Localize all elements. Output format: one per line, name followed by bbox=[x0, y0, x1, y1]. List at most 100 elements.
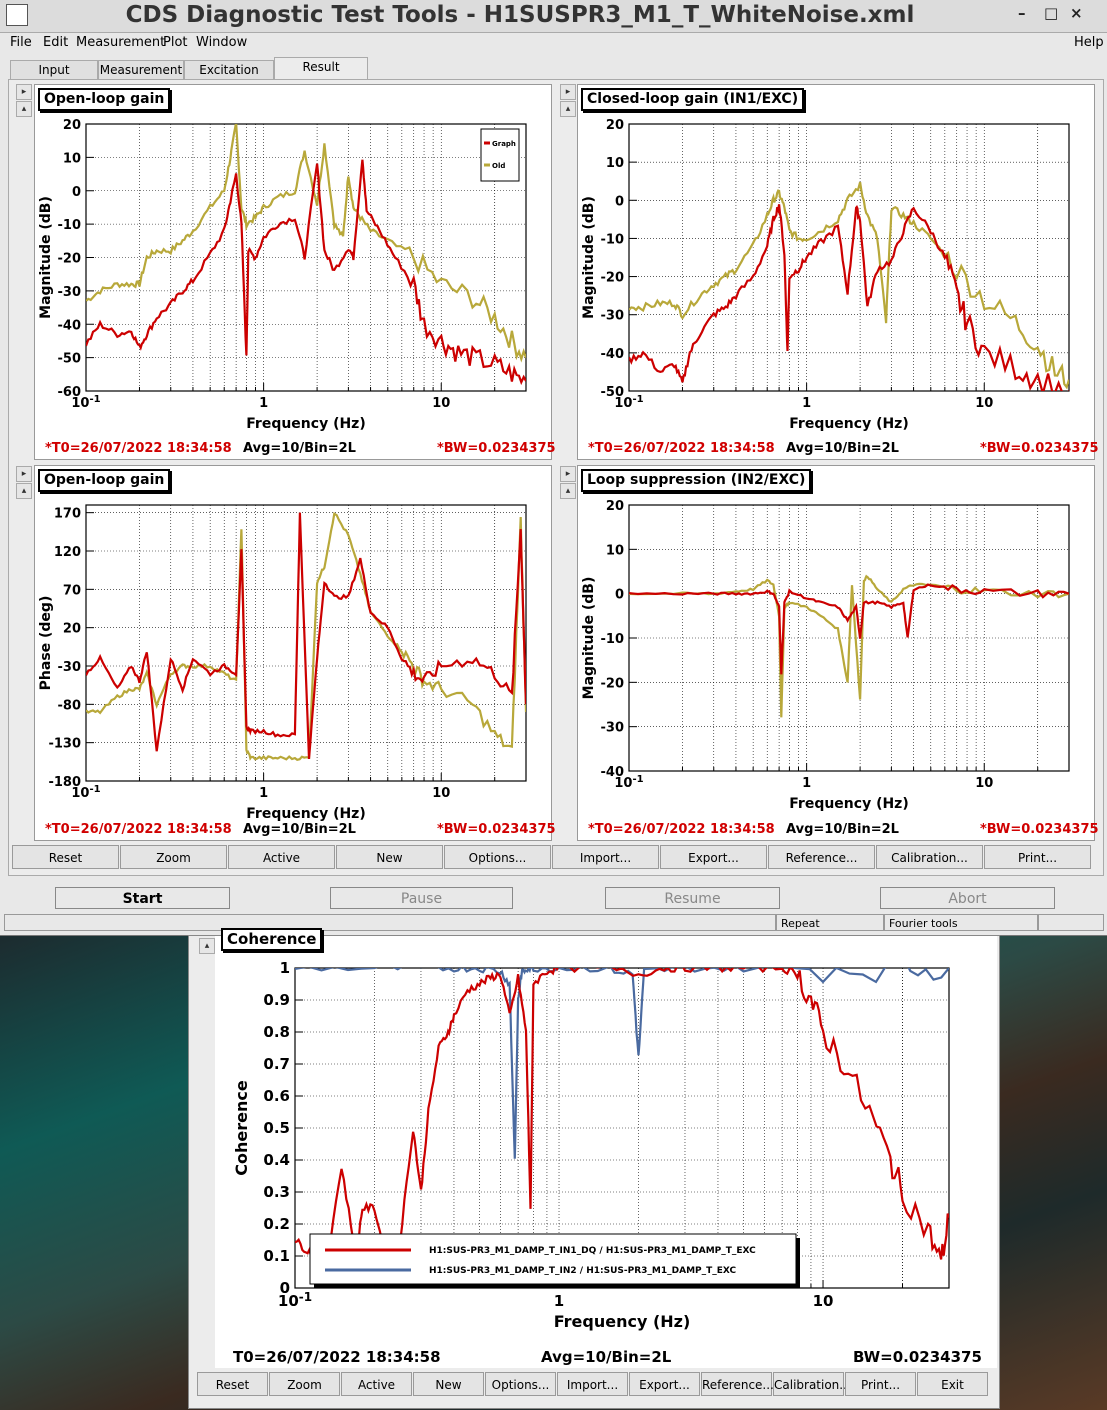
x-tick-label: 10 bbox=[975, 776, 993, 791]
panel4-expand-icon[interactable]: ▸ bbox=[560, 466, 576, 482]
y-tick-label: 20 bbox=[606, 118, 624, 133]
abort-button[interactable]: Abort bbox=[880, 887, 1055, 909]
main-window: CDS Diagnostic Test Tools - H1SUSPR3_M1_… bbox=[0, 0, 1107, 936]
coherence-reset-button[interactable]: Reset bbox=[197, 1372, 268, 1396]
menu-help[interactable]: Help bbox=[1074, 35, 1104, 50]
chart-coherence[interactable]: 0 0.1 0.2 0.3 0.4 0.5 0.6 0.7 0.8 0.9 1 10-1 1 10 Freq… bbox=[215, 936, 997, 1368]
x-tick-label: 1 bbox=[802, 396, 811, 411]
repeat-status: Repeat bbox=[776, 914, 884, 931]
panel2-expand-icon[interactable]: ▸ bbox=[560, 84, 576, 100]
tab-result[interactable]: Result bbox=[274, 57, 368, 80]
panel1-expand-icon[interactable]: ▸ bbox=[16, 84, 32, 100]
y-tick-label: 0.9 bbox=[263, 991, 290, 1009]
close-icon[interactable]: × bbox=[1070, 4, 1083, 22]
panel-coherence: 0 0.1 0.2 0.3 0.4 0.5 0.6 0.7 0.8 0.9 1 10-1 1 10 Freq… bbox=[215, 928, 997, 1368]
t0-label: *T0=26/07/2022 18:34:58 bbox=[45, 441, 232, 456]
coherence-calibration-button[interactable]: Calibration... bbox=[773, 1372, 851, 1396]
plot-print-button[interactable]: Print... bbox=[984, 845, 1091, 869]
chart-open-loop-mag[interactable]: -60 -50 -40 -30 -20 -10 0 10 20 10-1 1 10 Frequency … bbox=[35, 85, 551, 459]
fourier-status: Fourier tools bbox=[884, 914, 1038, 931]
y-tick-label: 20 bbox=[63, 118, 81, 133]
app-icon[interactable] bbox=[6, 4, 28, 26]
plot-calibration-button[interactable]: Calibration... bbox=[876, 845, 983, 869]
legend-label: H1:SUS-PR3_M1_DAMP_T_IN2 / H1:SUS-PR3_M1… bbox=[429, 1266, 737, 1276]
coherence-collapse-icon[interactable]: ▴ bbox=[199, 938, 215, 954]
plot-reference-button[interactable]: Reference... bbox=[768, 845, 875, 869]
y-tick-label: -80 bbox=[58, 698, 82, 713]
y-axis-label: Coherence bbox=[232, 1080, 251, 1176]
y-tick-label: 0.4 bbox=[263, 1151, 290, 1169]
panel2-collapse-icon[interactable]: ▴ bbox=[560, 101, 576, 117]
menu-measurement[interactable]: Measurement bbox=[76, 35, 166, 50]
y-tick-label: 0 bbox=[615, 194, 624, 209]
y-tick-label: 0.1 bbox=[263, 1247, 290, 1265]
y-tick-label: -20 bbox=[601, 271, 625, 286]
resume-button[interactable]: Resume bbox=[605, 887, 780, 909]
y-tick-label: 20 bbox=[606, 499, 624, 514]
coherence-options-button[interactable]: Options... bbox=[485, 1372, 556, 1396]
menu-plot[interactable]: Plot bbox=[163, 35, 188, 50]
y-tick-label: -130 bbox=[48, 737, 81, 752]
plot-active-button[interactable]: Active bbox=[228, 845, 335, 869]
start-button[interactable]: Start bbox=[55, 887, 230, 909]
y-tick-label: 20 bbox=[63, 622, 81, 637]
coherence-import-button[interactable]: Import... bbox=[557, 1372, 628, 1396]
chart-closed-loop-gain[interactable]: -50 -40 -30 -20 -10 0 10 20 10-1 1 10 Frequency (Hz… bbox=[578, 85, 1094, 459]
avg-label: Avg=10/Bin=2L bbox=[786, 822, 899, 837]
plot-import-button[interactable]: Import... bbox=[552, 845, 659, 869]
y-tick-label: 0 bbox=[615, 588, 624, 603]
minimize-icon[interactable]: – bbox=[1018, 4, 1026, 22]
chart-loop-suppression[interactable]: -40 -30 -20 -10 0 10 20 10-1 1 10 Frequency (Hz) Ma… bbox=[578, 466, 1094, 840]
title-bar[interactable]: CDS Diagnostic Test Tools - H1SUSPR3_M1_… bbox=[0, 0, 1107, 33]
coherence-reference-button[interactable]: Reference... bbox=[701, 1372, 774, 1396]
y-axis-label: Magnitude (dB) bbox=[581, 577, 597, 700]
x-tick-label: 10 bbox=[432, 786, 450, 801]
pause-button[interactable]: Pause bbox=[330, 887, 513, 909]
coherence-exit-button[interactable]: Exit bbox=[917, 1372, 988, 1396]
y-tick-label: 10 bbox=[606, 543, 624, 558]
coherence-new-button[interactable]: New bbox=[413, 1372, 484, 1396]
x-axis-label: Frequency (Hz) bbox=[554, 1312, 691, 1331]
chart-open-loop-phase[interactable]: -180 -130 -80 -30 20 70 120 170 10-1 1 10 Frequency… bbox=[35, 466, 551, 840]
panel1-collapse-icon[interactable]: ▴ bbox=[16, 101, 32, 117]
menu-bar: File Edit Measurement Plot Window Help bbox=[0, 33, 1107, 55]
coherence-print-button[interactable]: Print... bbox=[845, 1372, 916, 1396]
window-title: CDS Diagnostic Test Tools - H1SUSPR3_M1_… bbox=[125, 2, 915, 28]
y-axis-label: Magnitude (dB) bbox=[38, 196, 54, 319]
coherence-active-button[interactable]: Active bbox=[341, 1372, 412, 1396]
y-tick-label: 120 bbox=[54, 545, 81, 560]
x-tick-label: 10-1 bbox=[71, 784, 100, 801]
coherence-window: ▴ 0 0.1 0.2 0.3 0.4 0.5 0.6 0.7 0.8 0.9 1 10-1 1 10 Fr… bbox=[188, 928, 1000, 1409]
x-tick-label: 10 bbox=[813, 1292, 834, 1310]
legend-box bbox=[309, 1233, 797, 1285]
series-line-h1-sus-pr3-m1-damp-t-in2-h1-sus-pr3-m1-damp-t-exc bbox=[295, 968, 949, 1159]
menu-window[interactable]: Window bbox=[196, 35, 248, 50]
panel3-expand-icon[interactable]: ▸ bbox=[16, 466, 32, 482]
plot-zoom-button[interactable]: Zoom bbox=[120, 845, 227, 869]
maximize-icon[interactable]: □ bbox=[1044, 4, 1059, 22]
series-line-old bbox=[86, 124, 526, 363]
tab-input[interactable]: Input bbox=[10, 60, 98, 80]
legend-label: Old bbox=[492, 162, 505, 170]
panel3-collapse-icon[interactable]: ▴ bbox=[16, 483, 32, 499]
menu-file[interactable]: File bbox=[10, 35, 32, 50]
panel4-collapse-icon[interactable]: ▴ bbox=[560, 483, 576, 499]
plot-frame bbox=[85, 123, 527, 392]
x-tick-label: 10-1 bbox=[614, 774, 643, 791]
menu-edit[interactable]: Edit bbox=[43, 35, 69, 50]
series-line-graph bbox=[629, 204, 1069, 391]
plot-options-button[interactable]: Options... bbox=[444, 845, 551, 869]
coherence-export-button[interactable]: Export... bbox=[629, 1372, 700, 1396]
x-tick-label: 1 bbox=[554, 1292, 564, 1310]
x-axis-label: Frequency (Hz) bbox=[789, 796, 908, 812]
tab-excitation[interactable]: Excitation bbox=[184, 60, 274, 80]
bw-label: *BW=0.0234375 bbox=[437, 441, 556, 456]
y-tick-label: -30 bbox=[58, 285, 82, 300]
x-tick-label: 10-1 bbox=[614, 394, 643, 411]
plot-export-button[interactable]: Export... bbox=[660, 845, 767, 869]
coherence-zoom-button[interactable]: Zoom bbox=[269, 1372, 340, 1396]
tab-measurement[interactable]: Measurement bbox=[98, 60, 184, 80]
plot-new-button[interactable]: New bbox=[336, 845, 443, 869]
y-tick-label: 10 bbox=[63, 151, 81, 166]
plot-reset-button[interactable]: Reset bbox=[12, 845, 119, 869]
